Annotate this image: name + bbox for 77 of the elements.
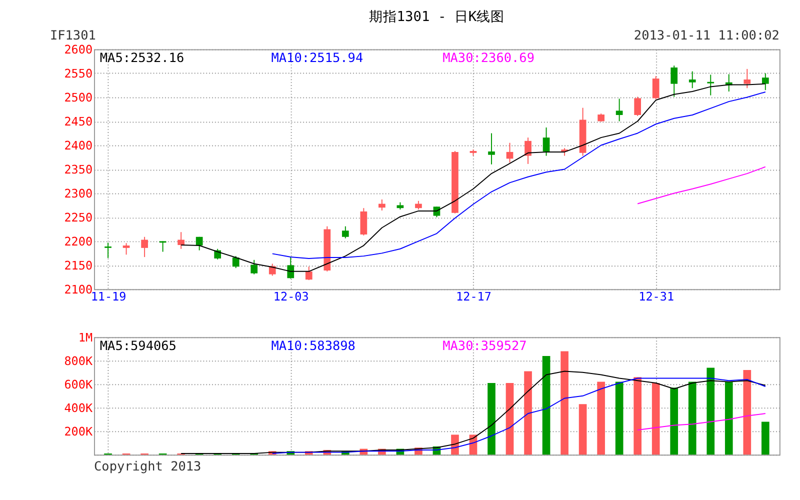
candlestick bbox=[762, 72, 769, 91]
candlestick bbox=[524, 137, 532, 164]
candlestick bbox=[196, 236, 203, 251]
candlestick bbox=[141, 236, 148, 258]
bar bbox=[506, 382, 514, 455]
candlestick bbox=[652, 76, 660, 100]
x-tick-label: 12-03 bbox=[273, 289, 309, 304]
text: MA10:2515.94 bbox=[271, 50, 364, 66]
candlestick bbox=[104, 242, 112, 258]
candlestick bbox=[268, 263, 276, 276]
bar bbox=[578, 404, 587, 455]
candlestick bbox=[707, 74, 714, 96]
y-tick-label: 2250 bbox=[64, 210, 93, 225]
candlestick bbox=[616, 98, 623, 122]
bar bbox=[615, 382, 624, 455]
y-tick-label: 200K bbox=[64, 424, 94, 439]
y-tick-label: 800K bbox=[64, 354, 94, 368]
y-tick-label: 2300 bbox=[64, 186, 93, 201]
bar bbox=[597, 382, 605, 455]
bar bbox=[743, 370, 752, 455]
text: IF1301 bbox=[50, 27, 96, 42]
bar bbox=[488, 382, 496, 455]
bar bbox=[542, 356, 550, 455]
candlestick bbox=[506, 142, 514, 163]
x-tick-label: 12-17 bbox=[456, 289, 492, 304]
bar bbox=[524, 371, 532, 455]
candlestick bbox=[488, 132, 495, 165]
bar bbox=[724, 382, 733, 455]
y-tick-label: 2450 bbox=[64, 114, 93, 129]
candlestick bbox=[670, 65, 678, 98]
candlestick bbox=[305, 266, 312, 281]
text: MA5:594065 bbox=[100, 338, 176, 353]
candlestick bbox=[542, 126, 550, 156]
bar bbox=[652, 382, 660, 455]
text: MA10:583898 bbox=[271, 338, 356, 353]
x-tick-label: 11-19 bbox=[90, 289, 126, 304]
bar bbox=[670, 388, 678, 455]
bar bbox=[706, 368, 715, 455]
candlestick bbox=[159, 240, 166, 252]
y-tick-label: 2600 bbox=[64, 42, 93, 57]
candlestick bbox=[287, 257, 294, 280]
bar bbox=[688, 382, 696, 455]
line-series bbox=[637, 413, 766, 430]
y-tick-label: 2350 bbox=[64, 162, 93, 177]
y-tick-label: 2500 bbox=[64, 90, 93, 105]
text: Copyright 2013 bbox=[94, 458, 202, 474]
text: MA30:359527 bbox=[442, 338, 527, 353]
text: MA5:2532.16 bbox=[100, 50, 184, 66]
candlestick bbox=[178, 232, 184, 250]
y-tick-label: 2100 bbox=[64, 282, 93, 297]
x-tick-label: 12-31 bbox=[638, 289, 674, 304]
bar bbox=[761, 422, 770, 455]
y-tick-label: 400K bbox=[64, 401, 94, 416]
line-series bbox=[637, 166, 766, 204]
bar bbox=[634, 377, 642, 455]
candlestick bbox=[688, 70, 696, 89]
y-tick-label: 2550 bbox=[64, 66, 93, 81]
y-tick-label: 2200 bbox=[64, 234, 93, 249]
y-tick-label: 1M bbox=[78, 330, 93, 345]
line-series bbox=[180, 370, 766, 454]
candlestick bbox=[342, 226, 349, 239]
chart-title: 期指1301 - 日K线图 bbox=[368, 8, 505, 25]
candlestick bbox=[378, 198, 386, 211]
candlestick bbox=[634, 96, 642, 116]
y-tick-label: 2400 bbox=[64, 138, 93, 153]
y-tick-label: 600K bbox=[64, 378, 94, 392]
candlestick bbox=[250, 259, 258, 275]
candlestick bbox=[122, 242, 130, 256]
text: 2013-01-11 11:00:02 bbox=[634, 27, 780, 42]
candlestick bbox=[232, 256, 240, 269]
line-series bbox=[272, 91, 766, 259]
candlestick bbox=[744, 68, 751, 89]
y-tick-label: 2150 bbox=[64, 258, 93, 273]
line-series bbox=[272, 378, 766, 454]
candlestick bbox=[360, 208, 368, 236]
bar bbox=[560, 351, 568, 455]
text: MA30:2360.69 bbox=[442, 50, 534, 66]
